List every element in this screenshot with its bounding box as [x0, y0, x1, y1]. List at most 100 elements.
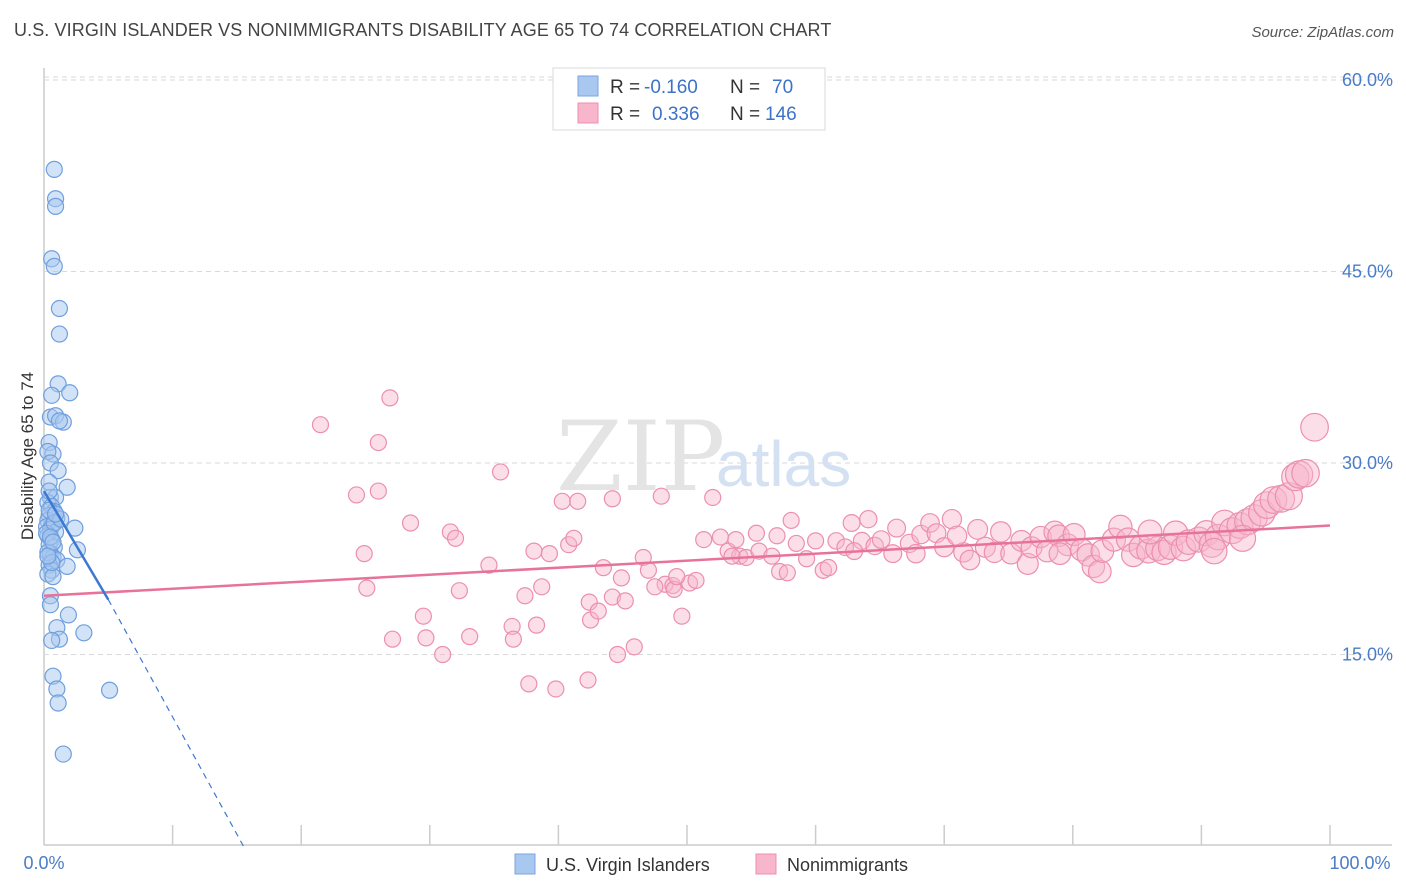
- virgin-islanders-trend-line: [42, 490, 110, 601]
- virgin-islanders-point: [43, 386, 61, 404]
- nonimmigrants-point: [347, 486, 366, 504]
- bottom-legend-label-virgin-islanders: U.S. Virgin Islanders: [546, 855, 710, 875]
- nonimmigrants-point: [859, 509, 878, 529]
- watermark-zip: ZIP: [556, 401, 725, 513]
- nonimmigrants-point: [639, 561, 658, 579]
- legend-swatch-virgin-islanders: [577, 75, 599, 97]
- chart-title: U.S. VIRGIN ISLANDER VS NONIMMIGRANTS DI…: [14, 20, 832, 40]
- nonimmigrants-point: [1101, 527, 1127, 552]
- nonimmigrants-point: [711, 528, 730, 546]
- nonimmigrants-point: [1087, 559, 1112, 584]
- bottom-legend-swatch-nonimmigrants: [755, 853, 777, 875]
- nonimmigrants-point: [727, 530, 745, 549]
- virgin-islanders-point: [40, 482, 58, 500]
- nonimmigrants-point: [983, 541, 1006, 564]
- nonimmigrants-point: [723, 547, 741, 565]
- nonimmigrants-point: [504, 630, 522, 648]
- nonimmigrants-point: [1120, 542, 1146, 568]
- nonimmigrants-point: [778, 564, 796, 582]
- nonimmigrants-point: [827, 532, 845, 550]
- legend-n-value-2: 146: [765, 104, 797, 125]
- nonimmigrants-point: [547, 680, 565, 698]
- trend-lines: [42, 490, 1331, 847]
- nonimmigrants-point: [461, 628, 479, 646]
- nonimmigrants-point: [520, 675, 538, 693]
- nonimmigrants-point: [652, 487, 670, 505]
- nonimmigrants-point: [565, 529, 583, 547]
- nonimmigrants-point: [1291, 458, 1320, 488]
- nonimmigrants-point: [967, 518, 989, 540]
- nonimmigrants-point: [941, 508, 963, 530]
- nonimmigrants-point: [704, 488, 722, 507]
- nonimmigrants-points: [311, 389, 1329, 698]
- virgin-islanders-point: [49, 462, 67, 480]
- nonimmigrants-point: [1048, 542, 1072, 566]
- virgin-islanders-point: [45, 257, 63, 275]
- nonimmigrants-point: [814, 561, 833, 579]
- legend-n-label-2: N =: [730, 104, 760, 125]
- virgin-islanders-points: [37, 160, 119, 763]
- virgin-islanders-trend-extension: [107, 599, 244, 847]
- nonimmigrants-point: [959, 549, 981, 571]
- virgin-islanders-point: [49, 694, 67, 712]
- nonimmigrants-point: [1137, 519, 1163, 545]
- legend-n-value-1: 70: [772, 77, 793, 98]
- nonimmigrants-point: [920, 513, 940, 533]
- virgin-islanders-point: [61, 384, 79, 402]
- nonimmigrants-point: [580, 593, 598, 611]
- y-tick-label-60: 60.0%: [1342, 70, 1393, 90]
- nonimmigrants-point: [883, 544, 903, 564]
- virgin-islanders-point: [46, 197, 65, 215]
- virgin-islanders-point: [43, 631, 61, 650]
- nonimmigrants-point: [553, 492, 571, 510]
- nonimmigrants-point: [446, 529, 465, 547]
- nonimmigrants-point: [842, 514, 861, 533]
- nonimmigrants-trend-line: [43, 524, 1331, 598]
- nonimmigrants-point: [311, 416, 330, 434]
- virgin-islanders-point: [50, 325, 69, 343]
- legend-swatch-nonimmigrants: [577, 102, 599, 124]
- virgin-islanders-point: [75, 624, 93, 642]
- y-axis-title: Disability Age 65 to 74: [18, 372, 37, 540]
- nonimmigrants-point: [782, 511, 800, 530]
- virgin-islanders-point: [39, 547, 57, 565]
- virgin-islanders-point: [54, 745, 72, 763]
- nonimmigrants-point: [355, 545, 373, 563]
- gridlines: [44, 76, 1392, 655]
- y-tick-label-45: 45.0%: [1342, 262, 1393, 282]
- nonimmigrants-point: [616, 592, 634, 610]
- virgin-islanders-point: [50, 412, 69, 430]
- nonimmigrants-point: [603, 588, 622, 606]
- nonimmigrants-point: [946, 525, 968, 547]
- nonimmigrants-point: [665, 580, 683, 598]
- nonimmigrants-point: [503, 617, 521, 636]
- nonimmigrants-point: [369, 482, 387, 500]
- series-legend: U.S. Virgin Islanders Nonimmigrants: [514, 853, 908, 875]
- nonimmigrants-point: [369, 433, 387, 452]
- bottom-legend-label-nonimmigrants: Nonimmigrants: [787, 855, 908, 875]
- nonimmigrants-point: [450, 582, 468, 600]
- nonimmigrants-point: [634, 548, 652, 567]
- virgin-islanders-point: [50, 299, 69, 318]
- nonimmigrants-point: [747, 524, 766, 542]
- nonimmigrants-point: [1108, 514, 1133, 540]
- nonimmigrants-point: [569, 492, 587, 510]
- nonimmigrants-point: [358, 579, 376, 597]
- bottom-legend-swatch-virgin-islanders: [514, 853, 536, 875]
- nonimmigrants-point: [768, 527, 786, 545]
- nonimmigrants-point: [381, 389, 399, 407]
- nonimmigrants-point: [695, 530, 713, 549]
- legend-r-label-2: R =: [610, 104, 640, 125]
- nonimmigrants-point: [527, 616, 546, 634]
- source-label: Source: ZipAtlas.com: [1251, 24, 1394, 41]
- nonimmigrants-point: [594, 559, 613, 577]
- nonimmigrants-point: [1300, 412, 1329, 442]
- x-tick-label-max: 100.0%: [1329, 853, 1390, 873]
- nonimmigrants-point: [687, 571, 705, 590]
- nonimmigrants-point: [533, 578, 551, 596]
- virgin-islanders-point: [41, 596, 60, 614]
- legend-n-label-1: N =: [730, 77, 760, 98]
- legend-r-value-2: 0.336: [652, 104, 700, 125]
- nonimmigrants-point: [1016, 552, 1039, 575]
- watermark-atlas: atlas: [716, 428, 851, 500]
